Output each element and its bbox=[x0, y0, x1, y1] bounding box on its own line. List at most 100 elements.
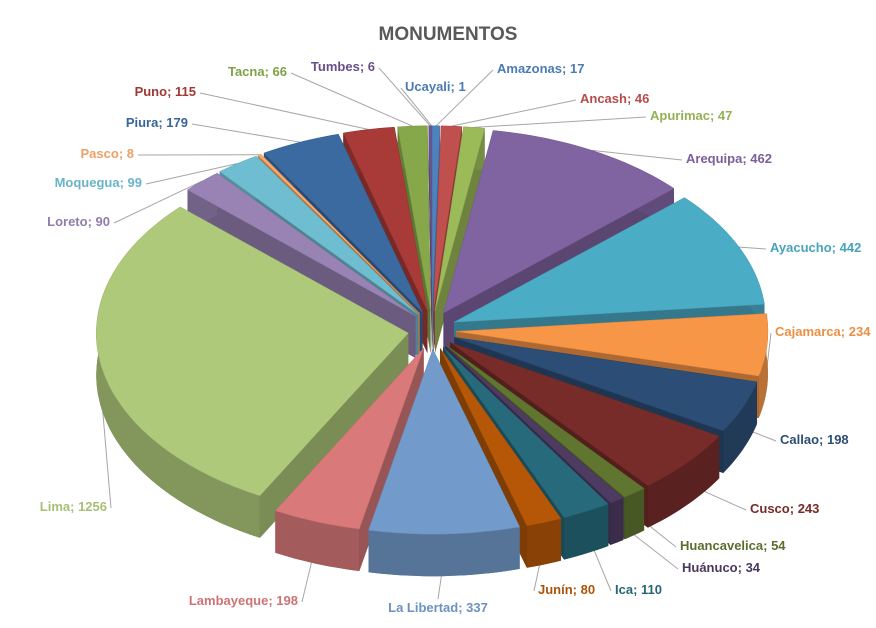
label-value: 47 bbox=[718, 108, 732, 123]
slice bbox=[454, 337, 758, 432]
data-label: Huánuco; 34 bbox=[682, 560, 761, 575]
data-label: Puno; 115 bbox=[135, 84, 196, 99]
data-label: Ayacucho; 442 bbox=[770, 240, 861, 255]
label-value: 80 bbox=[581, 582, 595, 597]
leader-line bbox=[474, 116, 647, 128]
slice bbox=[439, 347, 562, 527]
data-label: Tumbes; 6 bbox=[311, 59, 375, 74]
label-category: Arequipa bbox=[686, 151, 743, 166]
label-value: 66 bbox=[273, 64, 287, 79]
label-separator: ; bbox=[841, 324, 849, 339]
slice bbox=[342, 126, 428, 312]
label-value: 115 bbox=[175, 84, 196, 99]
data-label: Ancash; 46 bbox=[580, 91, 649, 106]
label-category: Callao bbox=[780, 432, 819, 447]
leader-line bbox=[191, 123, 301, 143]
label-separator: ; bbox=[119, 146, 127, 161]
label-category: Ayacucho bbox=[770, 240, 832, 255]
slice bbox=[257, 153, 420, 314]
data-label: Lima; 1256 bbox=[40, 499, 107, 514]
slice-side bbox=[564, 504, 609, 560]
slice bbox=[187, 172, 416, 317]
data-label: Apurimac; 47 bbox=[650, 108, 732, 123]
leader-line bbox=[739, 246, 767, 250]
label-category: La Libertad bbox=[388, 600, 458, 615]
label-separator: ; bbox=[819, 432, 827, 447]
leader-line bbox=[113, 180, 203, 224]
data-label: Pasco; 8 bbox=[81, 146, 135, 161]
label-separator: ; bbox=[88, 214, 96, 229]
slice bbox=[442, 346, 609, 518]
label-separator: ; bbox=[633, 582, 641, 597]
slice-side bbox=[758, 313, 768, 418]
leader-line bbox=[290, 72, 413, 127]
label-value: 46 bbox=[635, 91, 649, 106]
slice-side bbox=[368, 526, 520, 577]
label-category: Tumbes bbox=[311, 59, 360, 74]
leader-line bbox=[766, 332, 772, 367]
slice-side bbox=[96, 206, 260, 538]
data-label: Cusco; 243 bbox=[750, 501, 819, 516]
leader-line bbox=[199, 92, 369, 130]
label-separator: ; bbox=[763, 538, 771, 553]
label-value: 234 bbox=[849, 324, 871, 339]
data-label: Ucayali; 1 bbox=[405, 79, 466, 94]
slice-side bbox=[275, 510, 360, 571]
label-category: Moquegua bbox=[55, 175, 121, 190]
label-value: 198 bbox=[827, 432, 849, 447]
label-separator: ; bbox=[70, 499, 78, 514]
label-separator: ; bbox=[167, 84, 175, 99]
slice bbox=[428, 125, 433, 311]
label-category: Piura bbox=[126, 115, 159, 130]
label-category: Junín bbox=[538, 582, 573, 597]
pie bbox=[96, 125, 769, 577]
label-separator: ; bbox=[790, 501, 798, 516]
label-separator: ; bbox=[562, 61, 570, 76]
label-separator: ; bbox=[832, 240, 840, 255]
slice-side bbox=[610, 497, 624, 545]
chart-title: MONUMENTOS bbox=[379, 24, 518, 45]
label-category: Cajamarca bbox=[775, 324, 842, 339]
data-label: Junín; 80 bbox=[538, 582, 595, 597]
slice-wall bbox=[435, 128, 485, 353]
slice bbox=[445, 345, 624, 504]
leader-line bbox=[435, 69, 494, 127]
slice-side bbox=[647, 436, 720, 528]
label-value: 1 bbox=[459, 79, 466, 94]
label-value: 17 bbox=[570, 61, 584, 76]
label-value: 243 bbox=[798, 501, 820, 516]
slice bbox=[96, 206, 409, 497]
label-separator: ; bbox=[738, 560, 746, 575]
label-value: 462 bbox=[750, 151, 772, 166]
label-category: Huánuco bbox=[682, 560, 738, 575]
label-value: 198 bbox=[276, 593, 298, 608]
label-value: 337 bbox=[466, 600, 488, 615]
label-category: Ica bbox=[615, 582, 634, 597]
data-label: Piura; 179 bbox=[126, 115, 188, 130]
label-separator: ; bbox=[742, 151, 750, 166]
label-value: 1256 bbox=[78, 499, 107, 514]
label-separator: ; bbox=[710, 108, 718, 123]
data-label: Loreto; 90 bbox=[47, 214, 110, 229]
slice bbox=[397, 125, 431, 311]
label-category: Huancavelica bbox=[680, 538, 764, 553]
data-label: Huancavelica; 54 bbox=[680, 538, 786, 553]
label-category: Puno bbox=[135, 84, 168, 99]
label-separator: ; bbox=[573, 582, 581, 597]
label-separator: ; bbox=[158, 115, 166, 130]
leader-line bbox=[591, 149, 683, 161]
label-value: 99 bbox=[128, 175, 142, 190]
label-category: Tacna bbox=[228, 64, 265, 79]
data-label: La Libertad; 337 bbox=[388, 600, 488, 615]
label-value: 6 bbox=[368, 59, 375, 74]
label-value: 8 bbox=[127, 146, 134, 161]
label-separator: ; bbox=[627, 91, 635, 106]
label-value: 179 bbox=[166, 115, 188, 130]
label-category: Pasco bbox=[81, 146, 119, 161]
slice bbox=[219, 155, 419, 315]
data-label: Callao; 198 bbox=[780, 432, 849, 447]
label-category: Lambayeque bbox=[189, 593, 268, 608]
label-category: Lima bbox=[40, 499, 71, 514]
slice bbox=[434, 126, 486, 312]
